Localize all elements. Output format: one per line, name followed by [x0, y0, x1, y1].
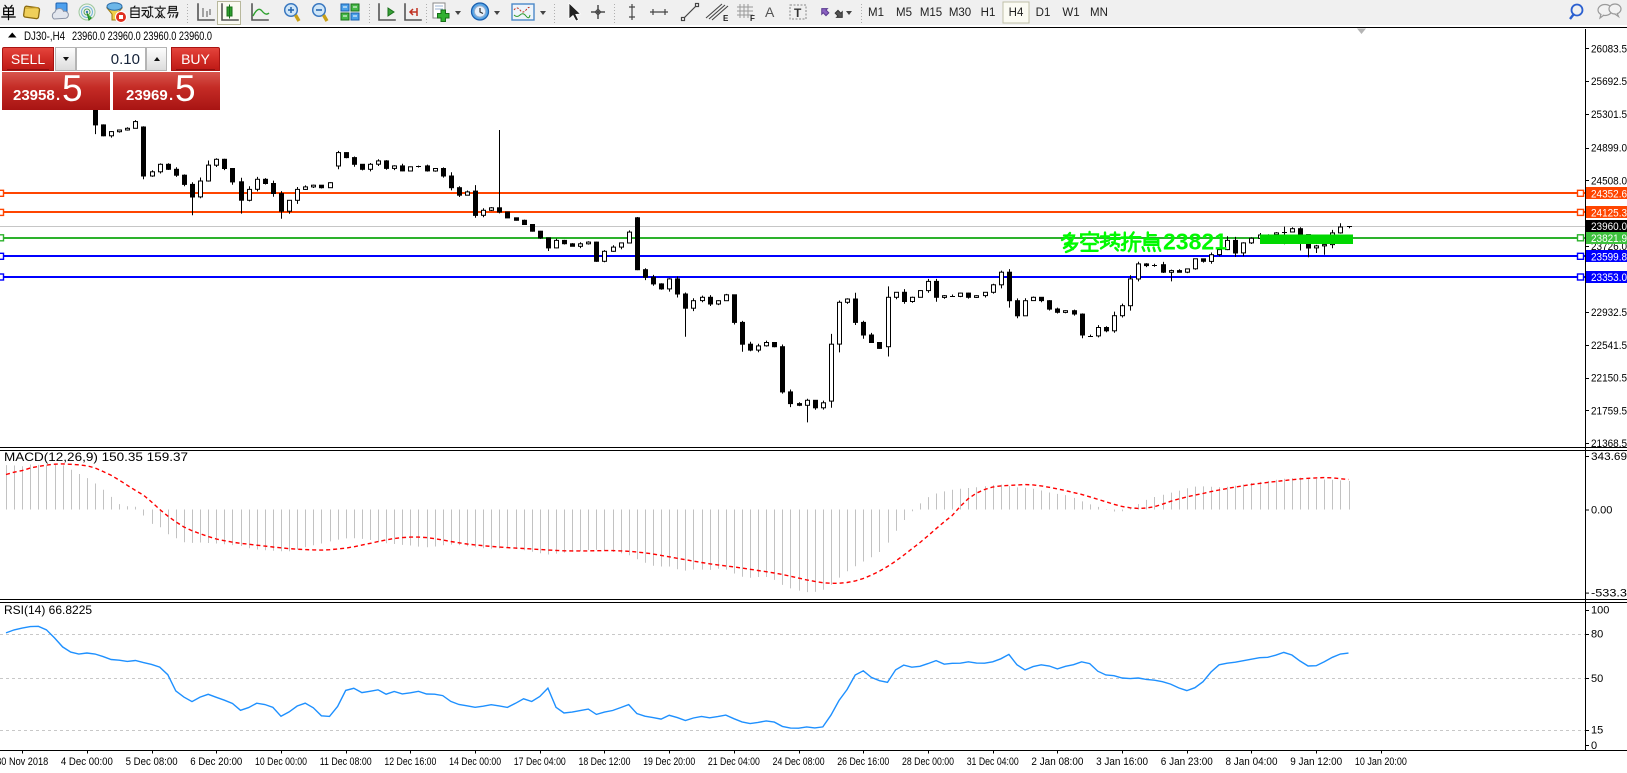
- svg-text:26 Dec 16:00: 26 Dec 16:00: [837, 756, 889, 768]
- svg-text:24508.0: 24508.0: [1591, 175, 1627, 187]
- svg-text:23599.8: 23599.8: [1591, 251, 1627, 263]
- svg-text:H4: H4: [1009, 7, 1024, 19]
- svg-text:0: 0: [1591, 740, 1597, 752]
- svg-text:F: F: [750, 14, 755, 23]
- svg-text:W1: W1: [1062, 7, 1079, 19]
- svg-text:24125.3: 24125.3: [1591, 207, 1627, 219]
- svg-text:14 Dec 00:00: 14 Dec 00:00: [449, 756, 501, 768]
- svg-text:24899.0: 24899.0: [1591, 143, 1627, 155]
- svg-text:23960.0: 23960.0: [1591, 221, 1627, 233]
- svg-text:21 Dec 04:00: 21 Dec 04:00: [708, 756, 760, 768]
- svg-text:24352.6: 24352.6: [1591, 188, 1627, 200]
- svg-text:15: 15: [1591, 725, 1603, 737]
- svg-text:24 Dec 08:00: 24 Dec 08:00: [773, 756, 825, 768]
- svg-text:30 Nov 2018: 30 Nov 2018: [0, 756, 48, 768]
- svg-text:RSI(14) 66.8225: RSI(14) 66.8225: [4, 603, 92, 617]
- svg-text:26083.5: 26083.5: [1591, 44, 1627, 56]
- svg-text:A: A: [765, 4, 775, 20]
- svg-text:21759.5: 21759.5: [1591, 405, 1627, 417]
- svg-text:T: T: [794, 6, 802, 20]
- svg-text:M1: M1: [868, 7, 884, 19]
- svg-text:MN: MN: [1090, 7, 1108, 19]
- svg-text:5 Dec 08:00: 5 Dec 08:00: [126, 756, 178, 768]
- svg-text:M5: M5: [896, 7, 912, 19]
- svg-text:23821.9: 23821.9: [1591, 233, 1627, 245]
- svg-text:19 Dec 20:00: 19 Dec 20:00: [643, 756, 695, 768]
- svg-text:22541.5: 22541.5: [1591, 340, 1627, 352]
- svg-text:25301.5: 25301.5: [1591, 109, 1627, 121]
- svg-text:343.69: 343.69: [1591, 451, 1627, 463]
- svg-text:M30: M30: [949, 7, 971, 19]
- svg-text:-533.3: -533.3: [1591, 588, 1627, 600]
- svg-text:17 Dec 04:00: 17 Dec 04:00: [514, 756, 566, 768]
- svg-text:23821: 23821: [1163, 229, 1227, 255]
- svg-text:E: E: [723, 14, 729, 23]
- svg-text:M15: M15: [920, 7, 942, 19]
- svg-text:22932.5: 22932.5: [1591, 307, 1627, 319]
- svg-text:25692.5: 25692.5: [1591, 76, 1627, 88]
- svg-text:11 Dec 08:00: 11 Dec 08:00: [320, 756, 372, 768]
- svg-text:50: 50: [1591, 673, 1603, 685]
- svg-text:0.00: 0.00: [1591, 505, 1612, 517]
- svg-text:10 Dec 00:00: 10 Dec 00:00: [255, 756, 307, 768]
- svg-text:21368.5: 21368.5: [1591, 438, 1627, 450]
- svg-text:31 Dec 04:00: 31 Dec 04:00: [967, 756, 1019, 768]
- svg-text:DJ30-,H4: DJ30-,H4: [24, 29, 65, 43]
- svg-text:22150.5: 22150.5: [1591, 373, 1627, 385]
- svg-text:3 Jan 16:00: 3 Jan 16:00: [1096, 756, 1148, 768]
- svg-text:MACD(12,26,9) 150.35 159.37: MACD(12,26,9) 150.35 159.37: [4, 450, 188, 464]
- svg-text:2 Jan 08:00: 2 Jan 08:00: [1031, 756, 1083, 768]
- svg-text:23353.0: 23353.0: [1591, 272, 1627, 284]
- svg-text:100: 100: [1591, 605, 1609, 617]
- svg-text:D1: D1: [1036, 7, 1051, 19]
- svg-text:8 Jan 04:00: 8 Jan 04:00: [1226, 756, 1278, 768]
- svg-text:6 Jan 23:00: 6 Jan 23:00: [1161, 756, 1213, 768]
- svg-text:80: 80: [1591, 629, 1603, 641]
- svg-text:9 Jan 12:00: 9 Jan 12:00: [1290, 756, 1342, 768]
- svg-text:18 Dec 12:00: 18 Dec 12:00: [579, 756, 631, 768]
- svg-text:12 Dec 16:00: 12 Dec 16:00: [384, 756, 436, 768]
- svg-text:23960.0 23960.0 23960.0 23960.: 23960.0 23960.0 23960.0 23960.0: [72, 29, 212, 43]
- svg-text:10 Jan 20:00: 10 Jan 20:00: [1355, 756, 1407, 768]
- svg-text:H1: H1: [981, 7, 996, 19]
- svg-text:6 Dec 20:00: 6 Dec 20:00: [190, 756, 242, 768]
- svg-text:4 Dec 00:00: 4 Dec 00:00: [61, 756, 113, 768]
- svg-text:28 Dec 00:00: 28 Dec 00:00: [902, 756, 954, 768]
